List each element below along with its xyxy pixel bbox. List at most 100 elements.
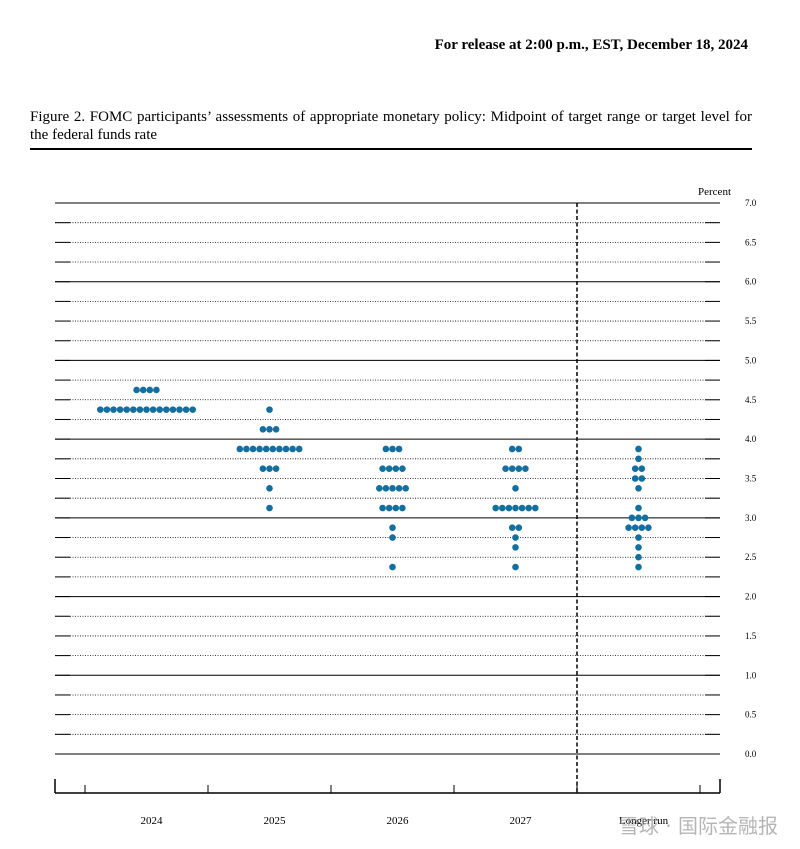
dot	[525, 504, 532, 512]
dot	[289, 445, 296, 453]
dot	[149, 406, 157, 413]
dot	[505, 504, 513, 512]
dot	[189, 406, 196, 413]
x-tick-label: 2025	[264, 815, 287, 827]
y-tick-label: 4.5	[745, 395, 757, 405]
dot	[272, 426, 280, 433]
dot	[392, 465, 400, 472]
dot	[266, 406, 273, 413]
release-line: For release at 2:00 p.m., EST, December …	[434, 37, 748, 53]
dot	[389, 485, 396, 492]
dot	[631, 475, 639, 482]
dot	[139, 386, 147, 394]
dot	[249, 445, 257, 453]
dot	[153, 386, 160, 394]
dot	[259, 465, 267, 472]
y-axis-label: Percent	[698, 186, 731, 198]
y-tick-label: 7.0	[745, 198, 757, 208]
y-tick-label: 5.5	[745, 316, 757, 326]
dot	[389, 563, 396, 571]
dot	[163, 406, 170, 413]
y-tick-label: 1.0	[745, 670, 757, 680]
dot	[638, 475, 646, 482]
x-tick-label: 2026	[387, 815, 410, 827]
dot	[123, 406, 130, 413]
dot	[266, 426, 273, 433]
dot	[97, 406, 104, 413]
dot	[385, 465, 393, 472]
y-tick-label: 3.0	[745, 513, 757, 523]
dot	[508, 465, 516, 472]
watermark: 雪球 · 国际金融报	[618, 814, 778, 838]
dot	[512, 485, 519, 492]
dot	[515, 465, 523, 472]
y-tick-label: 3.5	[745, 474, 757, 484]
dot	[532, 504, 539, 512]
dot	[169, 406, 177, 413]
x-tick-label: 2024	[141, 815, 164, 827]
y-tick-label: 1.5	[745, 631, 757, 641]
dot	[272, 465, 280, 472]
dot	[259, 426, 267, 433]
dot	[379, 465, 386, 472]
dot	[512, 544, 519, 551]
dot	[635, 455, 642, 463]
y-tick-label: 0.0	[745, 749, 757, 759]
dot	[143, 406, 150, 413]
dot	[276, 445, 283, 453]
dot	[508, 445, 516, 453]
dot	[389, 524, 396, 531]
dot	[385, 504, 393, 512]
dot	[395, 445, 403, 453]
dot	[492, 504, 500, 512]
dot	[269, 445, 277, 453]
dot	[266, 465, 273, 472]
dot	[236, 445, 244, 453]
dot	[376, 485, 383, 492]
dot	[243, 445, 250, 453]
dot	[635, 504, 642, 512]
dot	[382, 445, 390, 453]
dot	[508, 524, 516, 531]
y-tick-label: 2.0	[745, 592, 757, 602]
dot	[512, 504, 519, 512]
dot	[635, 485, 642, 492]
dot	[645, 524, 652, 531]
dot	[515, 445, 523, 453]
y-tick-label: 5.0	[745, 355, 757, 365]
y-tick-label: 0.5	[745, 710, 757, 720]
dot	[389, 534, 396, 541]
dot	[182, 406, 190, 413]
dot	[631, 465, 639, 472]
dot	[625, 524, 632, 531]
y-tick-label: 2.5	[745, 552, 757, 562]
dot	[641, 514, 649, 522]
dot	[262, 445, 270, 453]
dot	[392, 504, 400, 512]
dot	[103, 406, 111, 413]
dot	[399, 504, 406, 512]
dot	[130, 406, 137, 413]
dot	[402, 485, 410, 492]
dot	[146, 386, 154, 394]
dot	[518, 504, 526, 512]
dot	[499, 504, 506, 512]
dot	[631, 524, 639, 531]
dot	[116, 406, 124, 413]
dot	[512, 534, 519, 541]
dot	[156, 406, 163, 413]
dot	[635, 563, 642, 571]
dot	[635, 445, 642, 453]
y-tick-label: 4.0	[745, 434, 757, 444]
dot	[256, 445, 263, 453]
dot	[628, 514, 636, 522]
dot	[515, 524, 523, 531]
y-tick-label: 6.0	[745, 277, 757, 287]
dot	[389, 445, 396, 453]
dot	[635, 553, 642, 561]
dot	[266, 504, 273, 512]
x-tick-label: Longer run	[619, 815, 669, 827]
dot	[110, 406, 117, 413]
